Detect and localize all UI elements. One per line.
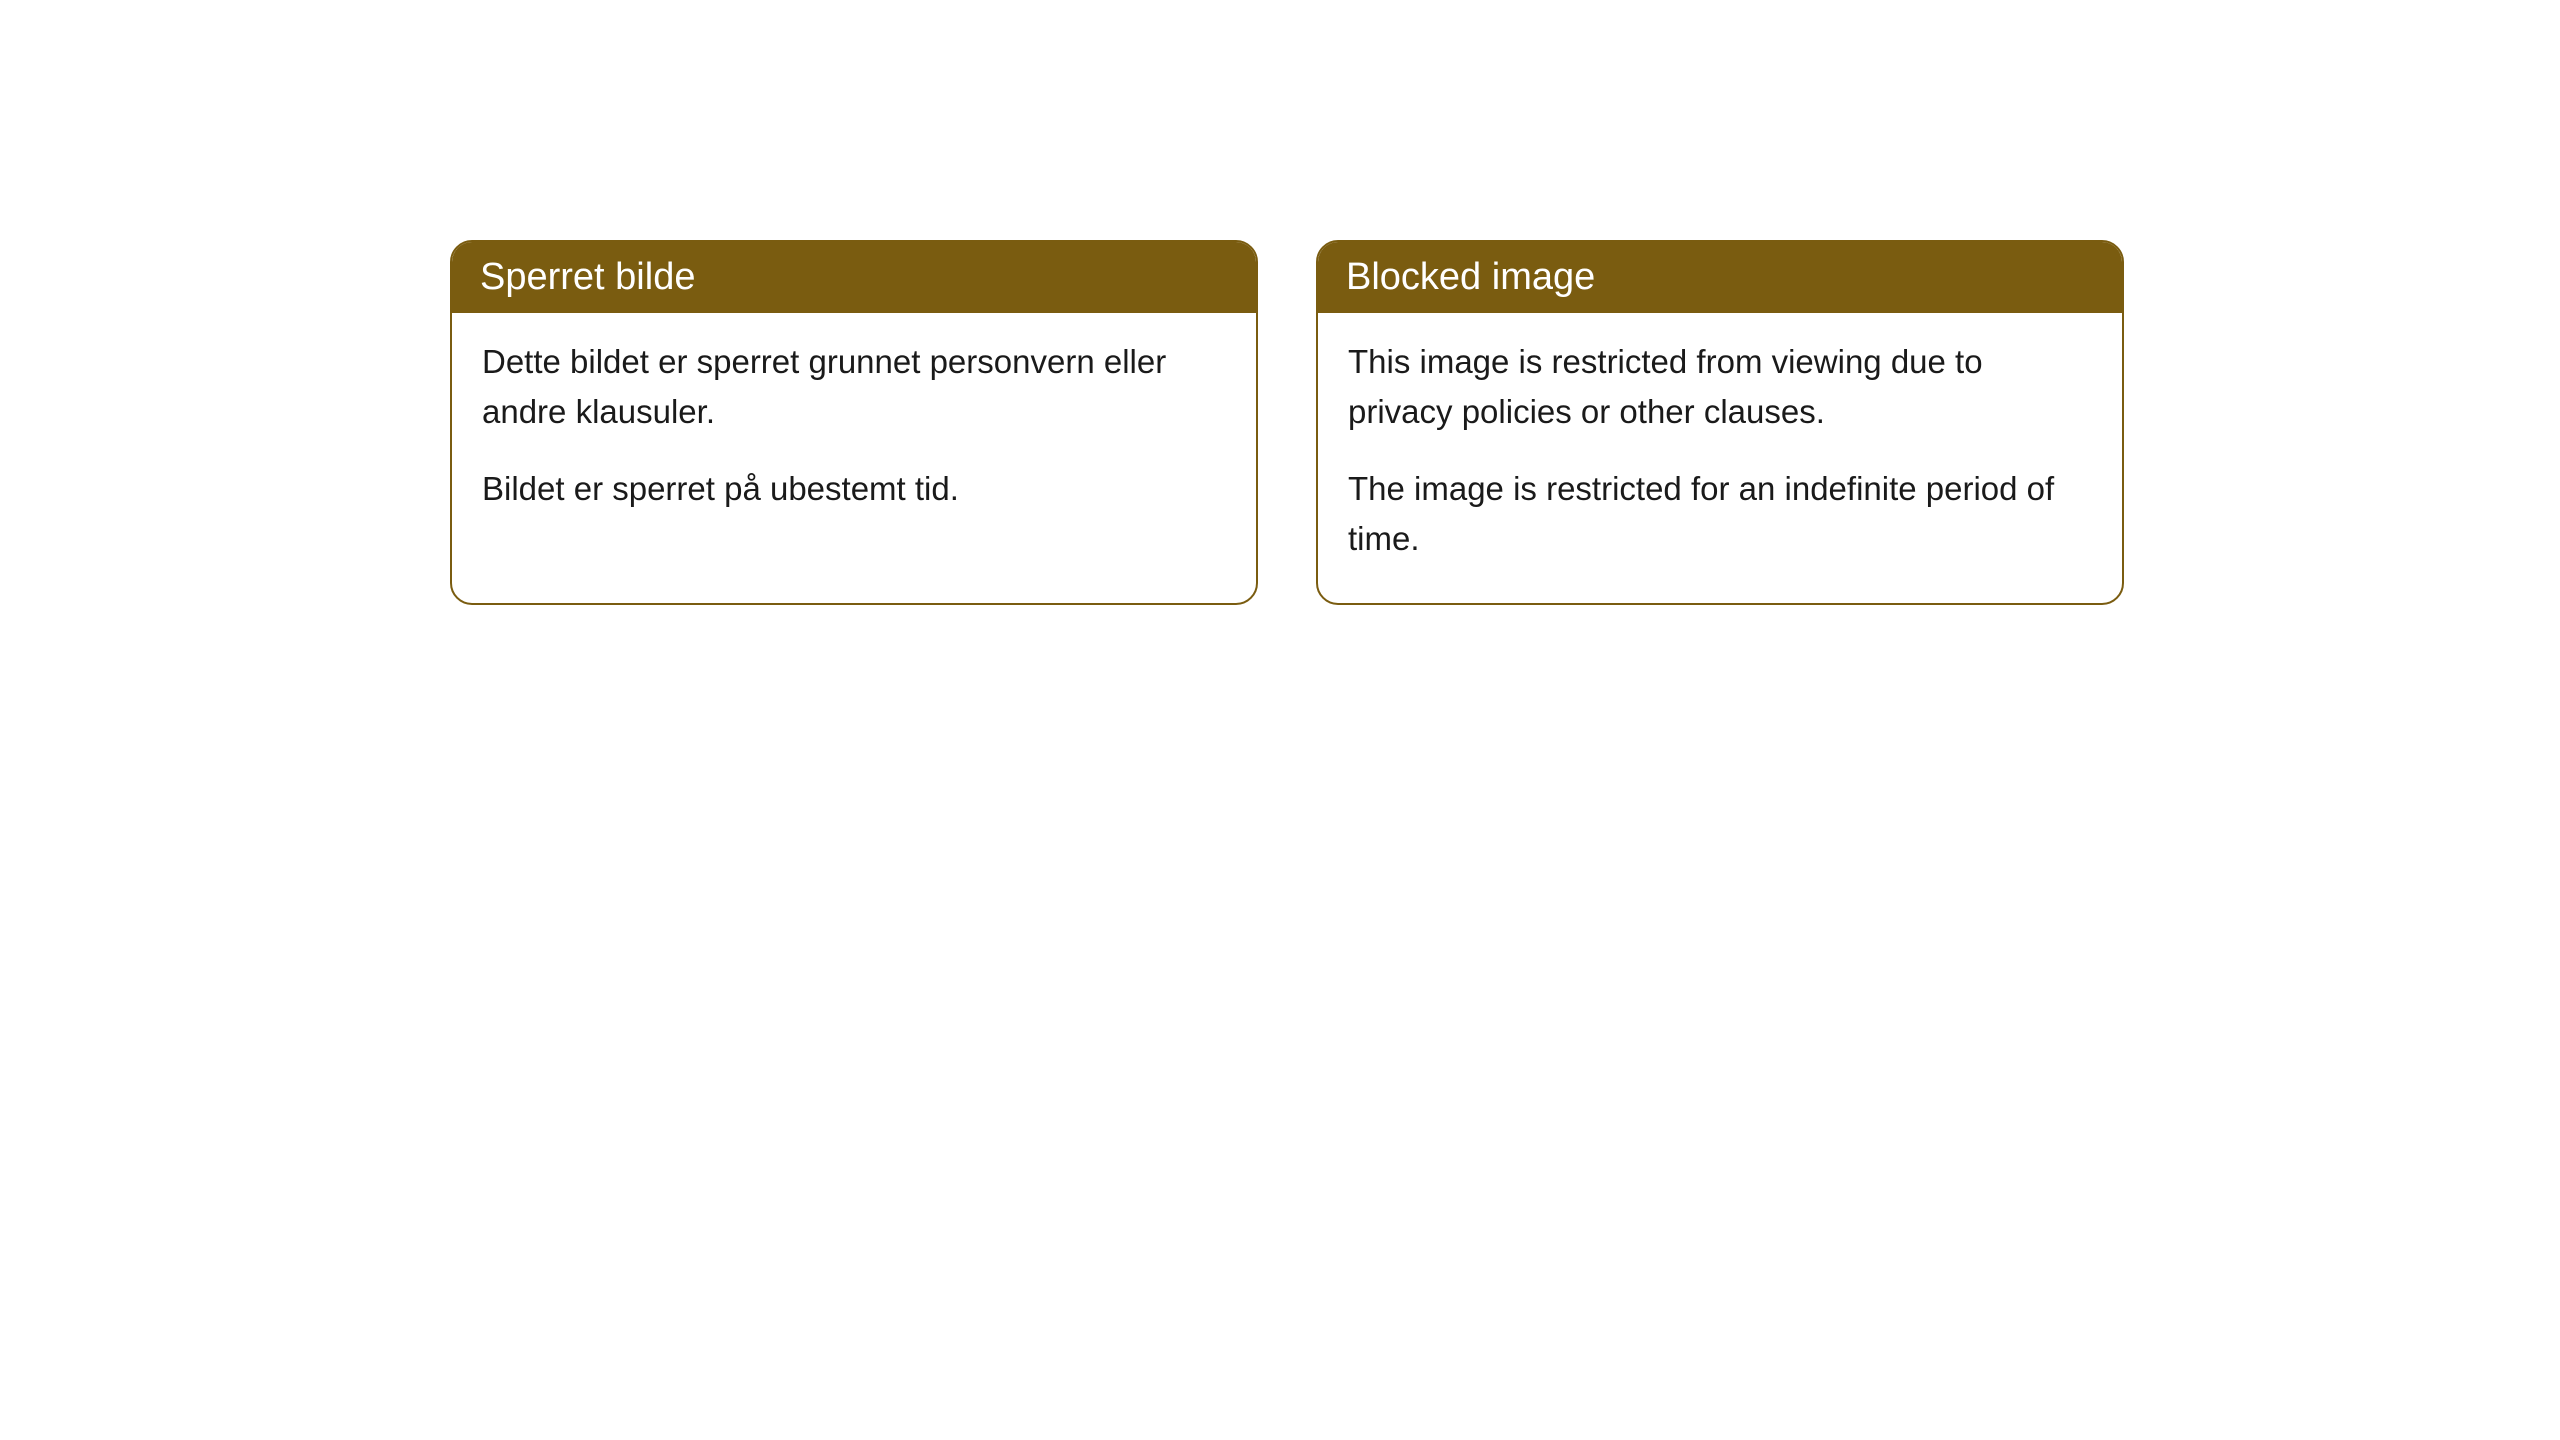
card-body: Dette bildet er sperret grunnet personve… <box>452 313 1256 554</box>
notice-cards-container: Sperret bilde Dette bildet er sperret gr… <box>0 0 2560 605</box>
card-header: Sperret bilde <box>452 242 1256 313</box>
card-paragraph: Dette bildet er sperret grunnet personve… <box>482 337 1226 436</box>
notice-card-norwegian: Sperret bilde Dette bildet er sperret gr… <box>450 240 1258 605</box>
card-body: This image is restricted from viewing du… <box>1318 313 2122 603</box>
card-paragraph: This image is restricted from viewing du… <box>1348 337 2092 436</box>
card-title: Sperret bilde <box>480 256 695 298</box>
card-header: Blocked image <box>1318 242 2122 313</box>
card-paragraph: Bildet er sperret på ubestemt tid. <box>482 464 1226 514</box>
card-paragraph: The image is restricted for an indefinit… <box>1348 464 2092 563</box>
card-title: Blocked image <box>1346 256 1595 298</box>
notice-card-english: Blocked image This image is restricted f… <box>1316 240 2124 605</box>
